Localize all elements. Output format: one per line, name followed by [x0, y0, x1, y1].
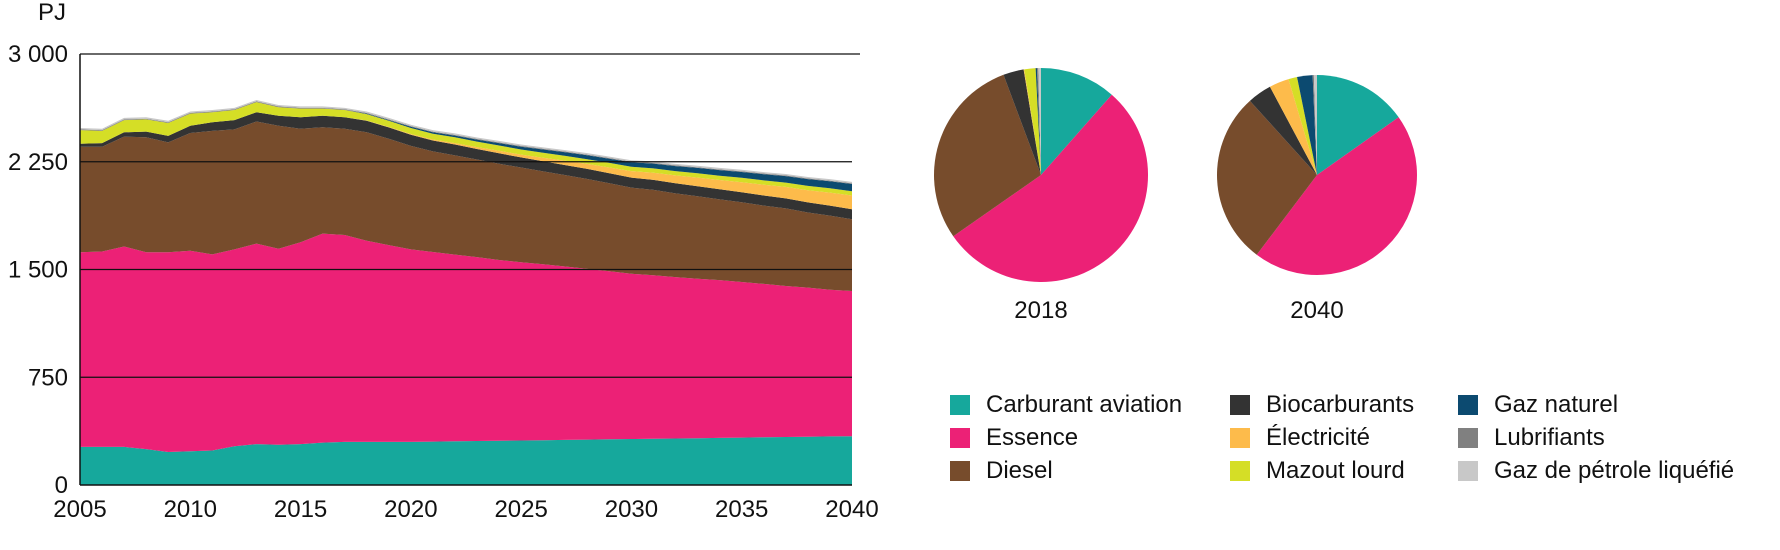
pie-year-label: 2018 [1014, 297, 1067, 324]
legend-item-lubrifiants: Lubrifiants [1458, 421, 1734, 454]
y-tick-label: 2 250 [8, 149, 68, 176]
legend-swatch [950, 427, 970, 448]
legend-label: Carburant aviation [986, 390, 1183, 418]
pie-chart-2040: 2040 [1217, 75, 1417, 324]
x-tick-label: 2020 [384, 496, 437, 523]
legend-label: Électricité [1266, 423, 1371, 451]
legend-item-diesel: Diesel [950, 454, 1182, 487]
legend-swatch [1230, 394, 1250, 415]
pie-year-label: 2040 [1290, 297, 1343, 324]
legend-item-gaz-de-petrole-liquefie: Gaz de pétrole liquéfié [1458, 454, 1734, 487]
pie-slice-diesel [934, 74, 1041, 237]
area-series-mazout-lourd [80, 102, 852, 196]
pie-slice-carburant-aviation [1317, 75, 1399, 175]
y-axis-unit-label: PJ [38, 0, 66, 26]
pie-slice-gaz-de-petrole-liquefie [1313, 75, 1317, 175]
y-tick-label: 3 000 [8, 41, 68, 68]
x-tick-label: 2030 [605, 496, 658, 523]
x-tick-label: 2035 [715, 496, 768, 523]
legend-swatch [950, 394, 970, 415]
pie-slice-carburant-aviation [1041, 68, 1112, 175]
pie-slice-lubrifiants [1036, 68, 1041, 175]
legend-label: Gaz de pétrole liquéfié [1494, 456, 1735, 484]
pie-slice-mazout-lourd [1288, 77, 1317, 175]
area-series-diesel [80, 121, 852, 291]
y-tick-label: 0 [55, 472, 68, 499]
pie-slice-essence [1256, 117, 1417, 275]
legend-column-3: Gaz naturel Lubrifiants Gaz de pétrole l… [1458, 388, 1734, 487]
pie-slice-biocarburants [1003, 69, 1041, 175]
pie-slice-essence [953, 94, 1149, 283]
pie-slice-electricite [1269, 79, 1317, 175]
y-tick-label: 1 500 [8, 257, 68, 284]
legend-item-gaz-naturel: Gaz naturel [1458, 388, 1734, 421]
x-tick-label: 2015 [274, 496, 327, 523]
gridlines [80, 53, 860, 378]
legend-item-carburant-aviation: Carburant aviation [950, 388, 1182, 421]
legend-column-2: Biocarburants Électricité Mazout lourd [1230, 388, 1414, 487]
legend-item-mazout-lourd: Mazout lourd [1230, 454, 1414, 487]
pie-slice-electricite [1023, 69, 1041, 175]
legend-label: Diesel [986, 456, 1053, 484]
legend-swatch [950, 460, 970, 481]
area-series-gaz-naturel [80, 102, 852, 192]
pie-slice-diesel [1217, 100, 1317, 255]
pie-slice-biocarburants [1249, 86, 1317, 175]
area-series-essence [80, 233, 852, 452]
legend-column-1: Carburant aviation Essence Diesel [950, 388, 1182, 487]
pie-slice-mazout-lourd [1024, 68, 1041, 175]
legend-swatch [1458, 460, 1478, 481]
legend-swatch [1458, 427, 1478, 448]
axes: PJ 0 750 1 500 2 250 3 000 2005 2010 2015 2020 20… [8, 0, 879, 523]
y-tick-label: 750 [28, 364, 68, 391]
pie-slice-gaz-naturel [1035, 68, 1041, 175]
pie-slice-gaz-de-petrole-liquefie [1038, 67, 1041, 175]
pie-slice-lubrifiants [1312, 75, 1317, 175]
x-tick-label: 2025 [494, 496, 547, 523]
legend-label: Lubrifiants [1494, 423, 1605, 451]
area-series-gaz-de-petrole-liquefie [80, 100, 852, 184]
area-series-carburant-aviation [80, 436, 852, 485]
stacked-area-chart [80, 100, 852, 485]
legend-swatch [1230, 427, 1250, 448]
legend-item-essence: Essence [950, 421, 1182, 454]
legend-label: Biocarburants [1266, 390, 1415, 418]
x-tick-label: 2005 [53, 496, 106, 523]
legend-label: Gaz naturel [1494, 390, 1619, 418]
legend-label: Mazout lourd [1266, 456, 1405, 484]
x-tick-label: 2040 [825, 496, 878, 523]
legend-swatch [1230, 460, 1250, 481]
legend-label: Essence [986, 423, 1079, 451]
legend-swatch [1458, 394, 1478, 415]
pie-slice-gaz-naturel [1297, 75, 1317, 175]
legend-item-biocarburants: Biocarburants [1230, 388, 1414, 421]
pie-charts: 2018 2040 [934, 67, 1417, 324]
pie-chart-2018: 2018 [934, 67, 1149, 324]
legend-item-electricite: Électricité [1230, 421, 1414, 454]
x-tick-label: 2010 [164, 496, 217, 523]
